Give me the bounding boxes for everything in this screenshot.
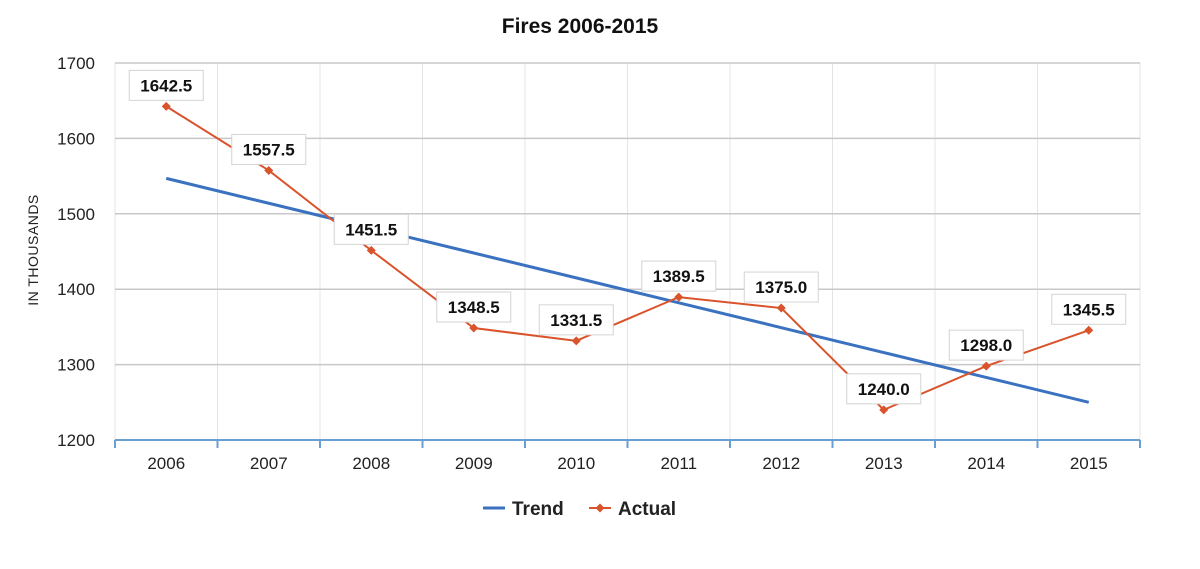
actual-point (366, 245, 376, 255)
legend: Trend Actual (483, 499, 676, 520)
actual-point (571, 336, 581, 346)
y-tick-label: 1500 (57, 205, 95, 224)
data-label-box (128, 69, 204, 101)
data-label-box (743, 271, 819, 303)
data-label-box (231, 133, 307, 165)
actual-point (674, 292, 684, 302)
actual-point (776, 303, 786, 313)
gridlines (114, 62, 1141, 440)
series (161, 101, 1094, 415)
actual-point (879, 405, 889, 415)
data-label: 1557.5 (243, 140, 295, 159)
data-label-box (538, 304, 614, 336)
data-label-box (846, 373, 922, 405)
actual-point (981, 361, 991, 371)
x-tick-label: 2014 (967, 454, 1005, 473)
trend-line (165, 176, 1090, 404)
actual-point (264, 165, 274, 175)
axes: 1200 1300 1400 1500 1600 1700 2006 2007 2008 2009… (57, 54, 1141, 473)
x-tick-label: 2007 (250, 454, 288, 473)
y-tick-label: 1400 (57, 280, 95, 299)
data-labels: 1642.5 1557.5 1451.5 1348.5 1331.5 1389.5 1375… (128, 69, 1127, 405)
legend-actual-label: Actual (618, 499, 676, 520)
x-tick-label: 2013 (865, 454, 903, 473)
data-label: 1348.5 (448, 298, 500, 317)
y-tick-label: 1700 (57, 54, 95, 73)
actual-point (161, 101, 171, 111)
data-label-box (1051, 293, 1127, 325)
data-label: 1389.5 (653, 267, 705, 286)
data-label-box (948, 329, 1024, 361)
data-label: 1375.0 (755, 278, 807, 297)
data-label: 1451.5 (345, 220, 397, 239)
x-tick-label: 2008 (352, 454, 390, 473)
actual-line (165, 105, 1090, 412)
data-label: 1298.0 (960, 336, 1012, 355)
data-label: 1642.5 (140, 76, 192, 95)
y-axis-label: IN THOUSANDS (25, 194, 41, 306)
data-label: 1240.0 (858, 380, 910, 399)
x-tick-label: 2006 (147, 454, 185, 473)
data-label: 1345.5 (1063, 300, 1115, 319)
legend-trend-label: Trend (512, 499, 564, 520)
actual-point (469, 323, 479, 333)
x-tick-label: 2009 (455, 454, 493, 473)
actual-point (1084, 325, 1094, 335)
y-tick-label: 1300 (57, 356, 95, 375)
y-tick-label: 1600 (57, 129, 95, 148)
x-tick-label: 2011 (660, 454, 697, 473)
y-tick-label: 1200 (57, 431, 95, 450)
x-tick-label: 2010 (557, 454, 595, 473)
data-label-box (436, 291, 512, 323)
chart-title: Fires 2006-2015 (502, 15, 659, 38)
data-label: 1331.5 (550, 311, 602, 330)
x-tick-label: 2015 (1070, 454, 1108, 473)
data-label-box (641, 260, 717, 292)
x-tick-label: 2012 (762, 454, 800, 473)
data-label-box (333, 213, 409, 245)
legend-actual-marker (595, 503, 605, 513)
